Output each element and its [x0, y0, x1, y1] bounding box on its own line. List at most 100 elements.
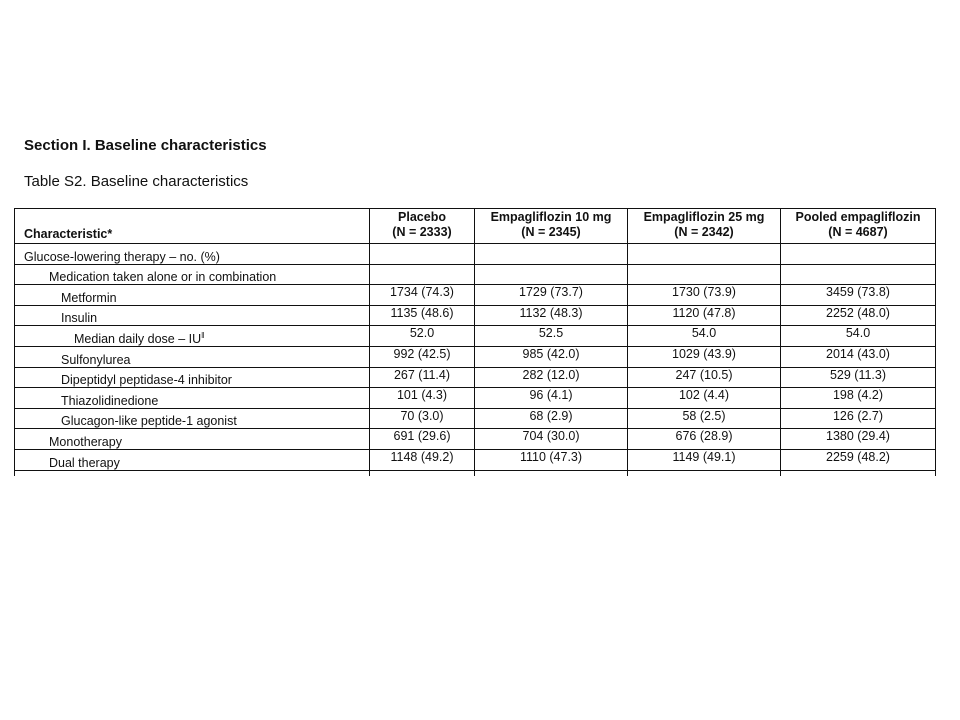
table-cell [780, 243, 936, 265]
row-label-text: Insulin [61, 311, 98, 326]
table-cell: 282 (12.0) [474, 366, 628, 389]
table-cell: 992 (42.5) [369, 345, 475, 368]
table-cell [474, 243, 628, 265]
header-line1: Empagliflozin 10 mg [490, 210, 612, 224]
table-cell [369, 469, 475, 476]
table-cell: 704 (30.0) [474, 428, 628, 450]
table-cell: 1149 (49.1) [627, 448, 781, 471]
table-row: Medication taken alone or in combination [14, 263, 936, 286]
table-cell: 1029 (43.9) [627, 345, 781, 368]
header-line2: (N = 4687) [828, 225, 888, 239]
table-cell: 1110 (47.3) [474, 448, 628, 471]
row-label: Metformin [14, 284, 370, 306]
table-cell: 96 (4.1) [474, 387, 628, 409]
column-header-characteristic: Characteristic* [14, 208, 370, 244]
row-label: Medication taken alone or in combination [14, 263, 370, 286]
table-cell [627, 469, 781, 476]
row-label-text: Dipeptidyl peptidase-4 inhibitor [61, 373, 232, 388]
table-cell [627, 243, 781, 265]
table-cell: 70 (3.0) [369, 407, 475, 430]
table-cell: 1148 (49.2) [369, 448, 475, 471]
table-cell [780, 263, 936, 286]
row-label-text: Thiazolidinedione [61, 393, 159, 408]
table-cell [474, 469, 628, 476]
table-cell: 52.5 [474, 325, 628, 347]
table-cell: 3459 (73.8) [780, 284, 936, 306]
row-label: Glucagon-like peptide-1 agonist [14, 407, 370, 430]
table-cell [369, 243, 475, 265]
header-line1: Empagliflozin 25 mg [643, 210, 765, 224]
column-header: Placebo (N = 2333) [369, 208, 475, 244]
row-label-text: Glucagon-like peptide-1 agonist [61, 414, 237, 429]
table-row-cutoff [14, 469, 936, 476]
table-cell [474, 263, 628, 286]
row-label: Median daily dose – IUǁ [14, 325, 370, 347]
column-header: Empagliflozin 25 mg (N = 2342) [627, 208, 781, 244]
table-row: Thiazolidinedione 101 (4.3) 96 (4.1) 102 (4… [14, 387, 936, 409]
footnote-marker: ǁ [201, 330, 205, 340]
table-cell: 691 (29.6) [369, 428, 475, 450]
table-cell: 68 (2.9) [474, 407, 628, 430]
table-row: Glucose-lowering therapy – no. (%) [14, 243, 936, 265]
row-label-text: Dual therapy [49, 455, 120, 470]
row-label-text: Medication taken alone or in combination [49, 270, 277, 285]
baseline-table: Characteristic* Placebo (N = 2333) Empaglif… [14, 208, 936, 476]
table-cell: 985 (42.0) [474, 345, 628, 368]
row-label: Dipeptidyl peptidase-4 inhibitor [14, 366, 370, 389]
table-cell: 529 (11.3) [780, 366, 936, 389]
table-cell: 1730 (73.9) [627, 284, 781, 306]
row-label-text: Sulfonylurea [61, 352, 131, 367]
table-cell: 58 (2.5) [627, 407, 781, 430]
table-cell [627, 263, 781, 286]
table-cell: 267 (11.4) [369, 366, 475, 389]
header-line2: (N = 2342) [674, 225, 734, 239]
header-line1: Placebo [398, 210, 446, 224]
table-row: Monotherapy 691 (29.6) 704 (30.0) 676 (28.9… [14, 428, 936, 450]
row-label: Dual therapy [14, 448, 370, 471]
row-label: Glucose-lowering therapy – no. (%) [14, 243, 370, 265]
row-label-text: Median daily dose – IU [74, 331, 202, 346]
table-row: Dipeptidyl peptidase-4 inhibitor 267 (11.… [14, 366, 936, 389]
row-label: Insulin [14, 304, 370, 327]
table-cell: 1135 (48.6) [369, 304, 475, 327]
row-label: Monotherapy [14, 428, 370, 450]
header-line1: Pooled empagliflozin [795, 210, 921, 224]
table-cell: 1380 (29.4) [780, 428, 936, 450]
table-cell: 2259 (48.2) [780, 448, 936, 471]
header-row: Characteristic* Placebo (N = 2333) Empaglif… [14, 208, 936, 244]
column-header: Empagliflozin 10 mg (N = 2345) [474, 208, 628, 244]
header-line2: (N = 2345) [521, 225, 581, 239]
row-label: Sulfonylurea [14, 345, 370, 368]
table-cell: 2252 (48.0) [780, 304, 936, 327]
row-label: Thiazolidinedione [14, 387, 370, 409]
table-cell: 54.0 [780, 325, 936, 347]
table-cell: 126 (2.7) [780, 407, 936, 430]
table-cell: 1734 (74.3) [369, 284, 475, 306]
table-row: Sulfonylurea 992 (42.5) 985 (42.0) 1029 (43… [14, 345, 936, 368]
row-label-text: Glucose-lowering therapy – no. (%) [24, 249, 220, 264]
table-cell: 2014 (43.0) [780, 345, 936, 368]
header-line1: Characteristic* [24, 227, 113, 241]
row-label-text: Metformin [61, 290, 117, 305]
table-cell: 102 (4.4) [627, 387, 781, 409]
table-row: Metformin 1734 (74.3) 1729 (73.7) 1730 (73.… [14, 284, 936, 306]
table-cell: 1132 (48.3) [474, 304, 628, 327]
table-cell: 54.0 [627, 325, 781, 347]
table-caption: Table S2. Baseline characteristics [24, 173, 249, 190]
table-cell: 676 (28.9) [627, 428, 781, 450]
row-label-text: Monotherapy [49, 434, 122, 449]
table-row: Dual therapy 1148 (49.2) 1110 (47.3) 1149 (… [14, 448, 936, 471]
column-header: Pooled empagliflozin (N = 4687) [780, 208, 936, 244]
header-line2: (N = 2333) [392, 225, 452, 239]
table-row: Median daily dose – IUǁ 52.0 52.5 54.0 54.0 [14, 325, 936, 347]
table-cell [780, 469, 936, 476]
table-cell: 198 (4.2) [780, 387, 936, 409]
table-cell: 52.0 [369, 325, 475, 347]
table-cell: 101 (4.3) [369, 387, 475, 409]
table-container: Characteristic* Placebo (N = 2333) Empaglif… [14, 208, 936, 476]
section-title: Section I. Baseline characteristics [24, 137, 267, 154]
table-cell: 1729 (73.7) [474, 284, 628, 306]
table-row: Insulin 1135 (48.6) 1132 (48.3) 1120 (47.8)… [14, 304, 936, 327]
table-cell [14, 469, 370, 476]
table-cell: 247 (10.5) [627, 366, 781, 389]
